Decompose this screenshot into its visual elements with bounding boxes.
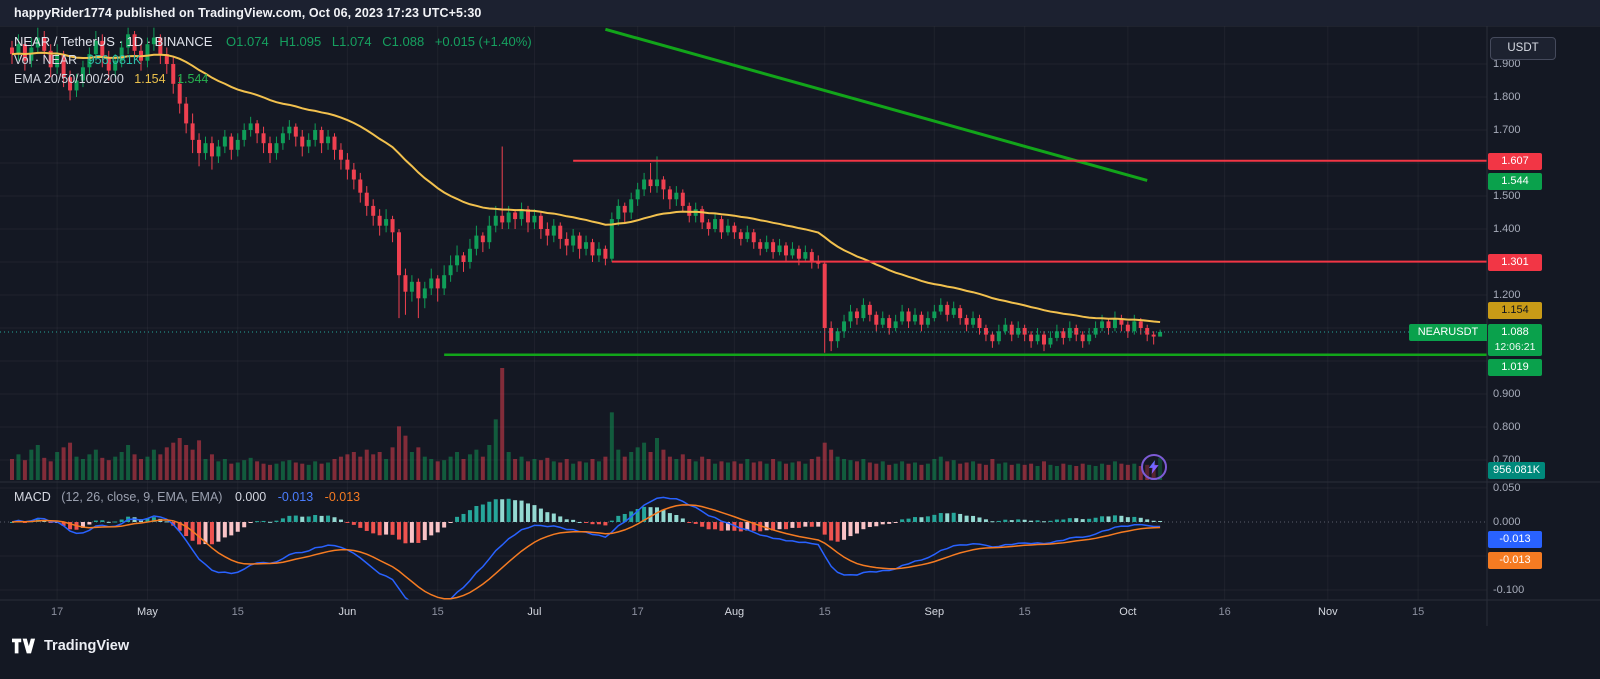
high-value: H1.095 [279,34,322,49]
tradingview-logo-icon [12,638,36,654]
resistance-1-price-label: 1.607 [1488,152,1542,170]
macd-signal-value: -0.013 [324,490,361,504]
time-axis-label: 17 [51,606,64,618]
volume-value: 956.081K [87,53,142,67]
time-axis-label: Nov [1318,606,1338,618]
macd-signal-axis-label: -0.013 [1488,552,1542,569]
ema-fast-value: 1.154 [134,72,166,86]
publish-bar: happyRider1774 published on TradingView.… [0,0,1600,26]
tradingview-logo[interactable]: TradingView [12,638,129,654]
chart-legend: NEAR / TetherUS · 1D · BINANCE O1.074 H1… [14,32,539,89]
axis-price-label: 1.500 [1493,190,1521,202]
ema-legend-row[interactable]: EMA 20/50/100/200 1.154 1.544 [14,70,539,89]
time-axis-label: Sep [924,606,945,618]
price-axis[interactable]: 1.900 1.800 1.700 1.500 1.400 1.200 0.900 0.800… [1487,26,1600,628]
time-axis-label: 15 [1411,606,1425,618]
macd-line-axis-label: -0.013 [1488,531,1542,548]
currency-toggle-button[interactable]: USDT [1490,37,1556,60]
axis-price-label: 1.800 [1493,91,1521,103]
instant-trading-icon[interactable] [1141,454,1167,480]
resistance-2-price-label: 1.301 [1488,253,1542,271]
axis-price-label: 0.800 [1493,421,1521,433]
macd-hist-value: 0.000 [234,490,267,504]
ema-label: EMA 20/50/100/200 [14,72,124,86]
axis-price-label: 0.000 [1493,516,1521,528]
axis-price-label: -0.100 [1493,584,1525,596]
macd-line-value: -0.013 [277,490,314,504]
macd-params: (12, 26, close, 9, EMA, EMA) [61,490,223,504]
publish-text: happyRider1774 published on TradingView.… [14,6,482,20]
time-axis-label: Oct [1119,606,1137,618]
time-axis-label: 15 [1018,606,1031,618]
open-value: O1.074 [226,34,269,49]
volume-legend-row[interactable]: Vol · NEAR 956.081K [14,51,539,70]
low-value: L1.074 [331,34,372,49]
symbol-price-tag: NEARUSDT [1409,324,1487,341]
time-axis-label: 15 [818,606,831,618]
volume-label: Vol · NEAR [14,53,78,67]
time-axis-label: 15 [431,606,444,618]
time-axis-label: 16 [1218,606,1231,618]
ema200-price-label: 1.544 [1488,173,1542,191]
lightning-bolt-icon [1148,460,1159,474]
macd-legend-row[interactable]: MACD (12, 26, close, 9, EMA, EMA) 0.000 … [14,488,360,507]
axis-price-label: 1.700 [1493,124,1521,136]
macd-label: MACD [14,490,51,504]
time-axis-label: Jun [338,606,357,618]
ema-slow-value: 1.544 [177,72,209,86]
axis-price-label: 1.900 [1493,58,1521,70]
symbol-legend-row[interactable]: NEAR / TetherUS · 1D · BINANCE O1.074 H1… [14,32,539,51]
axis-price-label: 1.400 [1493,223,1521,235]
axis-price-label: 1.200 [1493,289,1521,301]
time-axis-label: May [137,606,158,618]
axis-price-label: 0.900 [1493,388,1521,400]
ema-fast-price-label: 1.154 [1488,302,1542,320]
change-value: +0.015 (+1.40%) [434,34,532,49]
time-axis[interactable]: 17 May 15 Jun 15 Jul 17 Aug 15 Sep 15 Oct 16 Nov 15 [0,600,1487,628]
time-axis-label: Jul [527,606,542,618]
axis-price-label: 0.050 [1493,482,1521,494]
last-price-label: 1.088 12:06:21 [1488,323,1542,356]
time-axis-label: 17 [631,606,644,618]
volume-axis-label: 956.081K [1488,462,1546,479]
tradingview-logo-text: TradingView [44,638,130,654]
support-price-label: 1.019 [1488,359,1542,376]
time-axis-label: 15 [231,606,244,618]
time-axis-label: Aug [724,606,745,618]
close-value: C1.088 [382,34,425,49]
symbol-title: NEAR / TetherUS · 1D · BINANCE [14,34,213,49]
